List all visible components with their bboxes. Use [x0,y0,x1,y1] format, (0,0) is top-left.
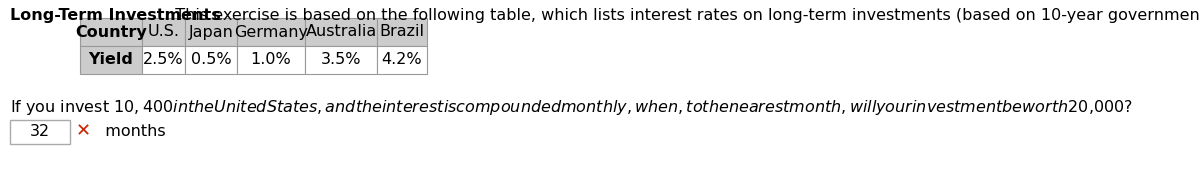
Bar [238,46,305,74]
Text: Japan: Japan [188,24,234,39]
Text: 2.5%: 2.5% [143,53,184,67]
Bar [238,18,305,46]
Text: U.S.: U.S. [148,24,180,39]
Text: If you invest $10,400 in the United States, and the interest is compounded month: If you invest $10,400 in the United Stat… [10,98,1133,117]
Bar [80,46,142,74]
Text: 0.5%: 0.5% [191,53,232,67]
Text: 1.0%: 1.0% [251,53,292,67]
Text: 4.2%: 4.2% [382,53,422,67]
Text: This exercise is based on the following table, which lists interest rates on lon: This exercise is based on the following … [166,8,1200,23]
Bar [142,46,185,74]
Text: Yield: Yield [89,53,133,67]
Text: 3.5%: 3.5% [320,53,361,67]
Bar [185,46,238,74]
Bar [305,18,377,46]
Text: months: months [95,124,166,140]
Text: Brazil: Brazil [379,24,425,39]
Bar [377,18,427,46]
Text: Country: Country [76,24,146,39]
Bar [80,18,142,46]
Bar [142,18,185,46]
Text: 32: 32 [30,124,50,140]
Bar [10,120,70,144]
Bar [377,46,427,74]
Text: Long-Term Investments: Long-Term Investments [10,8,221,23]
Text: Australia: Australia [305,24,377,39]
Text: ✕: ✕ [76,122,91,140]
Text: Germany: Germany [234,24,308,39]
Bar [305,46,377,74]
Bar [185,18,238,46]
